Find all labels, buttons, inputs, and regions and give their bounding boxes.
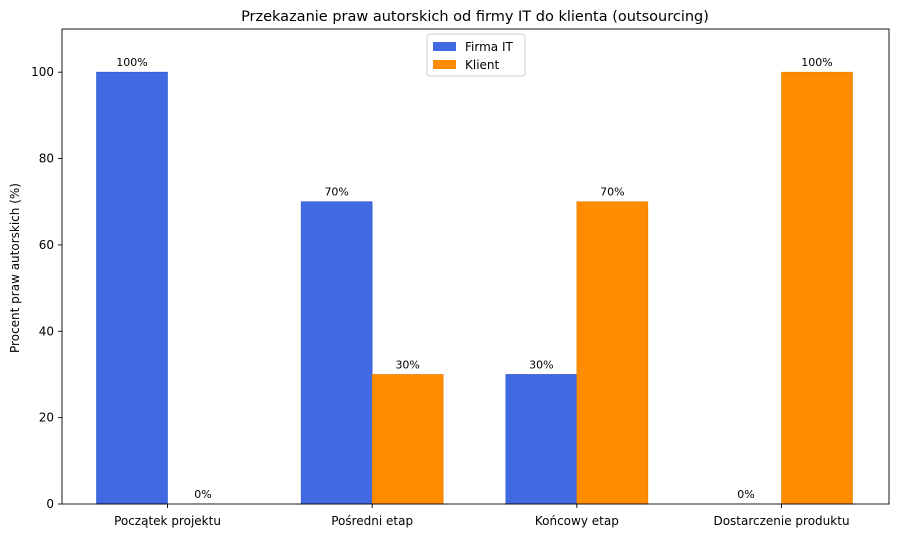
bar-klient-2 — [576, 201, 649, 505]
bar-value-label: 100% — [801, 56, 832, 69]
bar-value-label: 30% — [395, 358, 419, 371]
y-tick-label: 0 — [46, 497, 54, 511]
legend-label: Firma IT — [465, 40, 513, 54]
y-tick-label: 100 — [31, 65, 54, 79]
bar-firma-it-2 — [505, 374, 578, 505]
bar-value-label: 30% — [529, 358, 553, 371]
plot-area: 100% 70% 30% 0% 0% 30% 70% 100% — [96, 56, 853, 505]
y-axis-label: Procent praw autorskich (%) — [8, 183, 22, 353]
x-tick-label: Dostarczenie produktu — [713, 514, 849, 528]
bar-firma-it-1 — [300, 201, 373, 505]
plot-frame — [61, 28, 890, 505]
bar-klient-3 — [781, 71, 853, 505]
bar-klient-1 — [371, 374, 444, 505]
y-axis: 0 20 40 60 80 100 — [31, 65, 62, 511]
bar-value-label: 0% — [737, 488, 754, 501]
x-tick-label: Końcowy etap — [535, 514, 619, 528]
y-tick-label: 40 — [39, 324, 54, 338]
y-tick-label: 20 — [39, 411, 54, 425]
bar-firma-it-0 — [96, 71, 168, 505]
y-tick-label: 60 — [39, 238, 54, 252]
legend-label: Klient — [465, 58, 500, 72]
x-tick-label: Początek projektu — [114, 514, 221, 528]
legend: Firma IT Klient — [426, 33, 526, 77]
bar-value-label: 0% — [194, 488, 211, 501]
chart-title: Przekazanie praw autorskich od firmy IT … — [241, 9, 709, 25]
x-tick-label: Pośredni etap — [331, 514, 413, 528]
legend-swatch — [433, 42, 456, 51]
bar-value-label: 70% — [324, 186, 348, 199]
bar-value-label: 100% — [116, 56, 147, 69]
x-axis: Początek projektu Pośredni etap Końcowy et… — [114, 504, 850, 528]
y-tick-label: 80 — [39, 152, 54, 166]
legend-swatch — [433, 60, 456, 69]
bar-value-label: 70% — [600, 186, 624, 199]
